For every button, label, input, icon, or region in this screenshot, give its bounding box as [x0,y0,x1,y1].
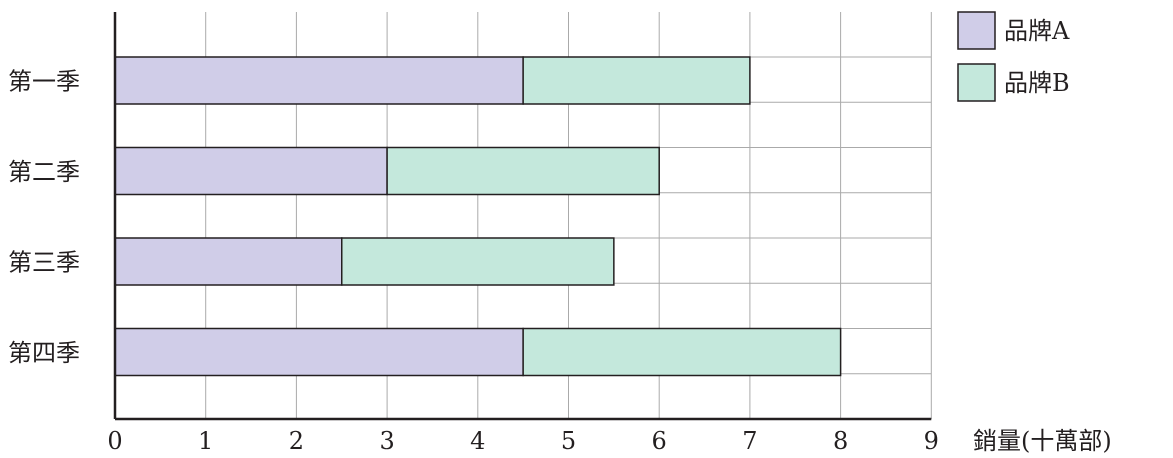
legend-label: 品牌B [1004,69,1070,97]
x-tick-label: 1 [198,427,213,455]
bar-series-a [114,56,524,105]
category-label: 第四季 [8,339,80,367]
legend-label: 品牌A [1004,17,1070,45]
bar-series-a [114,237,343,286]
x-tick-label: 8 [833,427,848,455]
x-tick-label: 4 [470,427,485,455]
legend-swatch [957,63,996,102]
category-label: 第二季 [8,158,80,186]
x-tick-label: 6 [652,427,667,455]
bars [114,56,842,377]
bar-series-b [341,237,615,286]
legend: 品牌A 品牌B [957,11,1070,102]
x-axis-title: 銷量(十萬部) [973,427,1112,455]
bar-series-b [522,56,751,105]
x-tick-label: 5 [561,427,576,455]
x-tick-labels: 0 1 2 3 4 5 6 7 8 9 [107,427,939,455]
x-tick-label: 7 [742,427,757,455]
bar-series-a [114,327,524,377]
bar-series-b [386,146,660,196]
x-tick-label: 0 [107,427,122,455]
x-tick-label: 2 [289,427,304,455]
bar-series-a [114,146,388,196]
x-tick-label: 9 [924,427,939,455]
legend-swatch [957,11,996,50]
category-label: 第一季 [8,68,80,96]
bar-series-b [522,327,842,377]
axes [113,12,932,421]
category-label: 第三季 [8,249,80,277]
x-tick-label: 3 [379,427,394,455]
